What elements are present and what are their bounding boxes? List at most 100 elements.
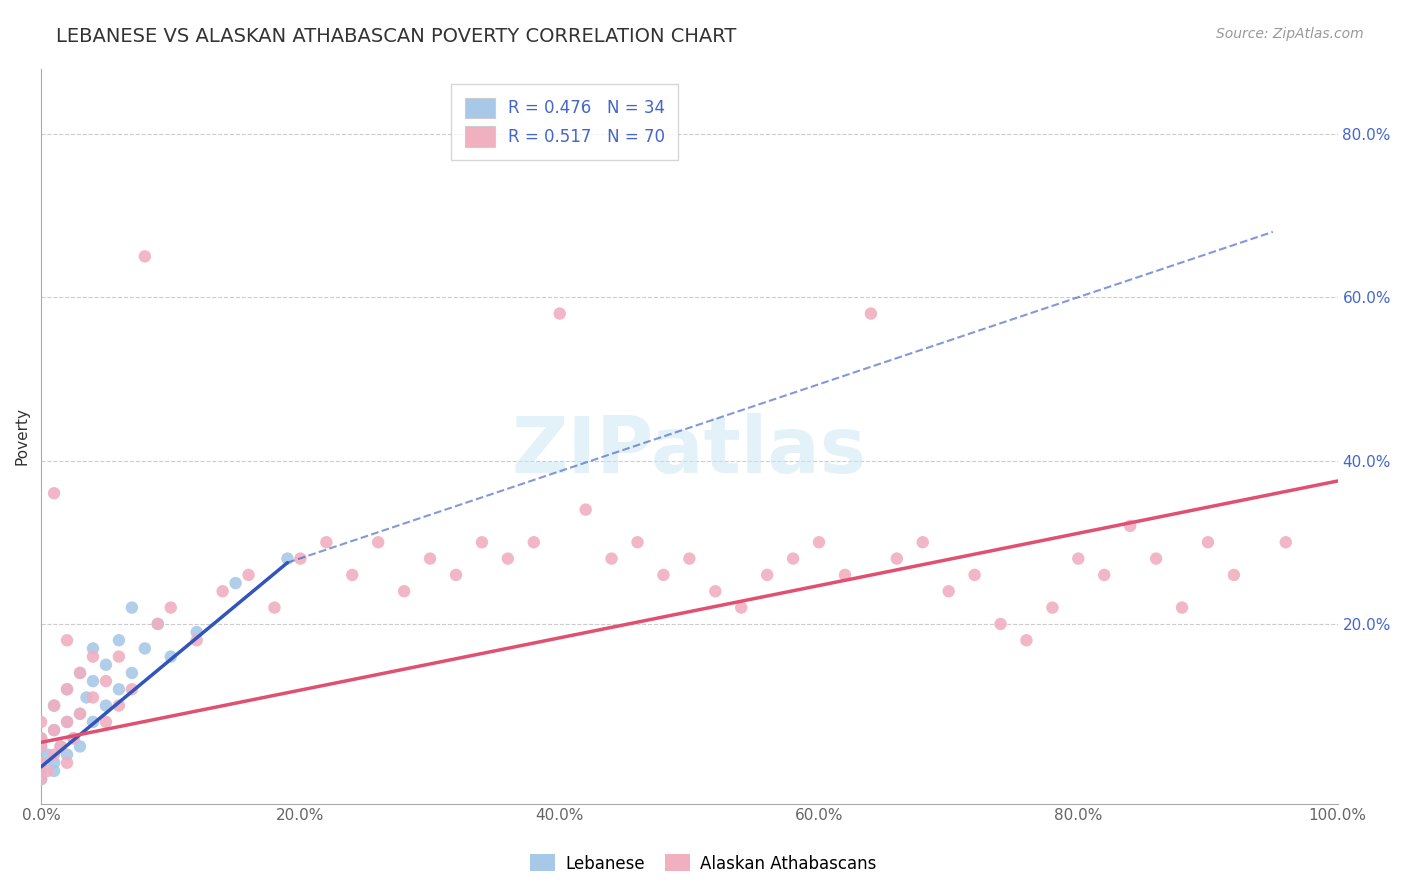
Point xyxy=(42,698,65,713)
Point xyxy=(62,731,84,746)
Point xyxy=(146,616,169,631)
Point xyxy=(652,568,675,582)
Point xyxy=(782,551,804,566)
Point xyxy=(315,535,337,549)
Point xyxy=(1274,535,1296,549)
Point xyxy=(56,714,79,729)
Y-axis label: Poverty: Poverty xyxy=(15,407,30,465)
Point xyxy=(30,772,52,786)
Point xyxy=(121,682,143,697)
Point xyxy=(225,576,247,591)
Point xyxy=(186,625,208,640)
Point xyxy=(159,649,181,664)
Point xyxy=(886,551,908,566)
Legend: Lebanese, Alaskan Athabascans: Lebanese, Alaskan Athabascans xyxy=(523,847,883,880)
Point xyxy=(42,723,65,738)
Point xyxy=(238,568,260,582)
Point xyxy=(121,665,143,680)
Point xyxy=(42,698,65,713)
Point xyxy=(211,584,233,599)
Point xyxy=(94,714,117,729)
Point xyxy=(963,568,986,582)
Point xyxy=(678,551,700,566)
Point xyxy=(94,698,117,713)
Point xyxy=(30,739,52,754)
Point xyxy=(30,731,52,746)
Point xyxy=(82,674,104,689)
Point xyxy=(42,747,65,762)
Point xyxy=(1223,568,1246,582)
Point xyxy=(704,584,727,599)
Point xyxy=(30,756,52,770)
Point xyxy=(56,682,79,697)
Point xyxy=(1067,551,1090,566)
Point xyxy=(82,649,104,664)
Point xyxy=(419,551,441,566)
Point xyxy=(49,739,72,754)
Point xyxy=(76,690,98,705)
Point xyxy=(69,739,91,754)
Point xyxy=(290,551,312,566)
Point xyxy=(108,649,131,664)
Point xyxy=(82,641,104,656)
Point xyxy=(56,714,79,729)
Point xyxy=(1015,633,1038,648)
Point xyxy=(30,714,52,729)
Point xyxy=(392,584,415,599)
Point xyxy=(56,633,79,648)
Point xyxy=(159,600,181,615)
Point xyxy=(263,600,285,615)
Point xyxy=(575,502,598,516)
Point xyxy=(82,714,104,729)
Point xyxy=(56,747,79,762)
Point xyxy=(42,486,65,500)
Point xyxy=(30,764,52,778)
Point xyxy=(911,535,934,549)
Point xyxy=(808,535,831,549)
Text: Source: ZipAtlas.com: Source: ZipAtlas.com xyxy=(1216,27,1364,41)
Point xyxy=(1197,535,1219,549)
Point xyxy=(367,535,389,549)
Point xyxy=(56,682,79,697)
Legend: R = 0.476   N = 34, R = 0.517   N = 70: R = 0.476 N = 34, R = 0.517 N = 70 xyxy=(451,84,678,160)
Point xyxy=(30,731,52,746)
Point xyxy=(94,674,117,689)
Point xyxy=(30,756,52,770)
Point xyxy=(444,568,467,582)
Text: ZIPatlas: ZIPatlas xyxy=(512,413,868,489)
Point xyxy=(94,657,117,672)
Point xyxy=(548,307,571,321)
Point xyxy=(121,600,143,615)
Point xyxy=(1042,600,1064,615)
Point xyxy=(42,723,65,738)
Point xyxy=(69,706,91,721)
Point xyxy=(134,249,156,263)
Point xyxy=(990,616,1012,631)
Point xyxy=(1144,551,1167,566)
Point xyxy=(30,739,52,754)
Point xyxy=(626,535,648,549)
Point xyxy=(37,747,59,762)
Point xyxy=(30,772,52,786)
Point xyxy=(600,551,623,566)
Point xyxy=(108,682,131,697)
Point xyxy=(1092,568,1115,582)
Point xyxy=(756,568,779,582)
Point xyxy=(496,551,519,566)
Point xyxy=(108,633,131,648)
Point xyxy=(276,551,298,566)
Point xyxy=(834,568,856,582)
Point xyxy=(42,756,65,770)
Point xyxy=(523,535,546,549)
Point xyxy=(342,568,364,582)
Point xyxy=(471,535,494,549)
Point xyxy=(69,665,91,680)
Point xyxy=(1171,600,1194,615)
Point xyxy=(108,698,131,713)
Point xyxy=(56,756,79,770)
Point xyxy=(859,307,882,321)
Point xyxy=(69,706,91,721)
Point xyxy=(37,764,59,778)
Point xyxy=(42,764,65,778)
Point xyxy=(69,665,91,680)
